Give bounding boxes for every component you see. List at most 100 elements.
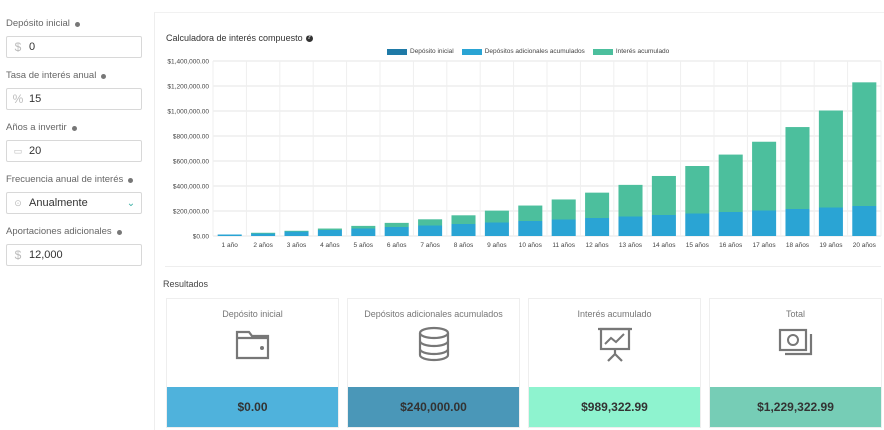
- y-tick-label: $400,000.00: [173, 184, 210, 191]
- interest-rate-label-text: Tasa de interés anual: [6, 70, 97, 81]
- coins-icon: [348, 324, 519, 364]
- legend-item-additional[interactable]: Depósitos adicionales acumulados: [461, 48, 585, 55]
- bar-segment: [251, 232, 276, 234]
- frequency-value[interactable]: Anualmente: [29, 197, 88, 209]
- bar-segment: [752, 210, 777, 236]
- y-tick-label: $1,000,000.00: [167, 109, 209, 116]
- bar-segment: [284, 231, 309, 236]
- clock-icon: ⊙: [14, 197, 22, 208]
- money-icon: [710, 324, 881, 364]
- x-tick-label: 1 año: [222, 242, 239, 249]
- x-tick-label: 4 años: [320, 242, 340, 249]
- x-tick-label: 8 años: [454, 242, 474, 249]
- bar-segment: [818, 110, 843, 208]
- years-group: Años a invertir ▭ 20: [6, 122, 142, 162]
- additional-contributions-label-text: Aportaciones adicionales: [6, 226, 112, 237]
- divider: [165, 266, 881, 267]
- initial-deposit-value[interactable]: 0: [29, 41, 36, 53]
- info-icon[interactable]: [74, 21, 80, 27]
- additional-contributions-label: Aportaciones adicionales: [6, 226, 142, 238]
- bar-segment: [384, 222, 409, 227]
- info-icon[interactable]: [128, 177, 134, 183]
- results-panel: Calculadora de interés compuesto ? Depós…: [154, 12, 884, 430]
- y-tick-label: $800,000.00: [173, 134, 210, 141]
- dollar-icon: $: [14, 248, 22, 262]
- interest-rate-label: Tasa de interés anual: [6, 70, 142, 82]
- bar-segment: [351, 228, 376, 236]
- wallet-icon: [167, 324, 338, 364]
- years-label-text: Años a invertir: [6, 122, 67, 133]
- additional-contributions-group: Aportaciones adicionales $12,000: [6, 226, 142, 266]
- card-value: $989,322.99: [529, 387, 700, 427]
- bar-segment: [718, 212, 743, 236]
- bar-segment: [451, 215, 476, 224]
- info-icon[interactable]: [116, 229, 122, 235]
- bar-segment: [651, 175, 676, 215]
- frequency-group: Frecuencia anual de interés ⊙ Anualmente ⌄: [6, 174, 142, 214]
- percent-icon: %: [12, 92, 24, 106]
- bar-segment: [718, 154, 743, 212]
- interest-rate-input[interactable]: % 15: [6, 88, 142, 110]
- bar-segment: [484, 210, 509, 223]
- bar-segment: [251, 233, 276, 236]
- bar-segment: [317, 230, 342, 236]
- x-tick-label: 14 años: [652, 242, 676, 249]
- x-tick-label: 10 años: [519, 242, 543, 249]
- x-tick-label: 18 años: [786, 242, 810, 249]
- bar-segment: [451, 224, 476, 236]
- frequency-select[interactable]: ⊙ Anualmente ⌄: [6, 192, 142, 214]
- bar-segment: [752, 141, 777, 211]
- x-tick-label: 15 años: [686, 242, 710, 249]
- x-tick-label: 17 años: [753, 242, 777, 249]
- bar-segment: [585, 192, 610, 218]
- initial-deposit-label: Depósito inicial: [6, 18, 142, 30]
- x-tick-label: 5 años: [354, 242, 374, 249]
- bar-segment: [484, 222, 509, 236]
- legend-swatch: [461, 48, 482, 55]
- frequency-label-text: Frecuencia anual de interés: [6, 174, 124, 185]
- years-value[interactable]: 20: [29, 145, 42, 157]
- help-icon[interactable]: ?: [305, 34, 313, 42]
- card-value: $240,000.00: [348, 387, 519, 427]
- bar-segment: [585, 218, 610, 236]
- legend-item-initial[interactable]: Depósito inicial: [387, 48, 454, 55]
- bar-segment: [651, 215, 676, 236]
- years-input[interactable]: ▭ 20: [6, 140, 142, 162]
- chart-title-text: Calculadora de interés compuesto: [166, 33, 303, 43]
- dollar-icon: $: [14, 40, 22, 54]
- x-tick-label: 20 años: [853, 242, 877, 249]
- interest-rate-value[interactable]: 15: [29, 93, 42, 105]
- bar-segment: [785, 209, 810, 236]
- initial-deposit-input[interactable]: $0: [6, 36, 142, 58]
- x-tick-label: 7 años: [420, 242, 440, 249]
- additional-contributions-input[interactable]: $12,000: [6, 244, 142, 266]
- x-tick-label: 16 años: [719, 242, 743, 249]
- legend-item-interest[interactable]: Interés acumulado: [592, 48, 670, 55]
- bar-segment: [351, 225, 376, 229]
- bar-segment: [418, 225, 443, 236]
- card-initial-deposit: Depósito inicial $0.00: [166, 298, 339, 428]
- x-tick-label: 3 años: [287, 242, 307, 249]
- x-tick-label: 19 años: [819, 242, 843, 249]
- x-tick-label: 11 años: [552, 242, 575, 249]
- chevron-down-icon[interactable]: ⌄: [126, 197, 136, 209]
- y-tick-label: $1,200,000.00: [167, 84, 209, 91]
- y-tick-label: $600,000.00: [173, 159, 210, 166]
- card-value: $0.00: [167, 387, 338, 427]
- bar-segment: [551, 219, 576, 236]
- calculator-form: Depósito inicial $0 Tasa de interés anua…: [6, 18, 142, 266]
- bar-segment: [518, 205, 543, 221]
- card-value: $1,229,322.99: [710, 387, 881, 427]
- legend-swatch: [592, 48, 613, 55]
- result-cards: Depósito inicial $0.00 Depósitos adicion…: [166, 298, 882, 428]
- additional-contributions-value[interactable]: 12,000: [29, 249, 63, 261]
- card-title: Interés acumulado: [577, 309, 652, 319]
- info-icon[interactable]: [71, 125, 77, 131]
- info-icon[interactable]: [101, 73, 107, 79]
- bar-segment: [685, 166, 710, 214]
- initial-deposit-label-text: Depósito inicial: [6, 18, 70, 29]
- legend-label: Interés acumulado: [615, 48, 670, 55]
- bar-segment: [317, 228, 342, 230]
- x-tick-label: 2 años: [253, 242, 273, 249]
- bar-segment: [284, 230, 309, 232]
